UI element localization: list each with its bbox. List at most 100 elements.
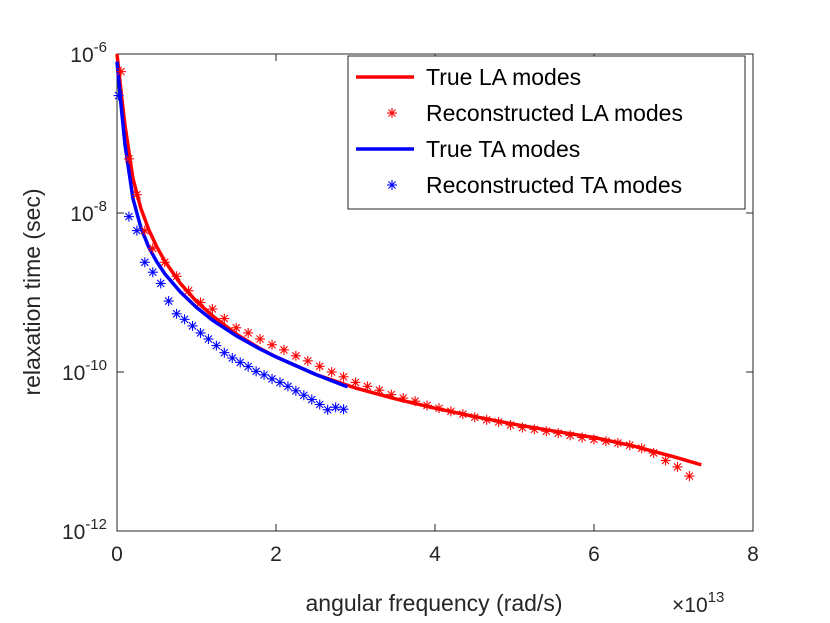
legend-label-reconstructed-la-modes: Reconstructed LA modes <box>426 100 683 126</box>
x-tick-label: 0 <box>111 543 123 566</box>
marker-reconstructed-la-modes <box>577 432 588 443</box>
marker-reconstructed-ta-modes <box>282 381 293 392</box>
y-tick-label: 10-10 <box>62 357 107 385</box>
x-tick-label: 2 <box>270 543 282 566</box>
marker-reconstructed-la-modes <box>115 66 126 77</box>
marker-reconstructed-la-modes <box>314 361 325 372</box>
marker-reconstructed-la-modes <box>553 428 564 439</box>
marker-reconstructed-la-modes <box>410 396 421 407</box>
marker-reconstructed-la-modes <box>267 339 278 350</box>
marker-reconstructed-la-modes <box>231 322 242 333</box>
series-line-true-ta-modes <box>115 61 349 389</box>
marker-reconstructed-la-modes <box>255 334 266 345</box>
marker-reconstructed-ta-modes <box>131 225 142 236</box>
y-tick-label: 10-6 <box>70 39 107 67</box>
axis-ticks <box>116 53 754 532</box>
marker-reconstructed-la-modes <box>672 461 683 472</box>
marker-reconstructed-la-modes <box>600 436 611 447</box>
marker-reconstructed-la-modes <box>243 327 254 338</box>
marker-reconstructed-la-modes <box>457 409 468 420</box>
x-axis-label: angular frequency (rad/s) <box>306 590 563 616</box>
marker-reconstructed-ta-modes <box>227 353 238 364</box>
marker-reconstructed-la-modes <box>624 440 635 451</box>
marker-reconstructed-la-modes <box>139 225 150 236</box>
marker-reconstructed-ta-modes <box>235 357 246 368</box>
marker-reconstructed-la-modes <box>469 412 480 423</box>
marker-reconstructed-la-modes <box>219 313 230 324</box>
marker-reconstructed-ta-modes <box>314 399 325 410</box>
marker-reconstructed-la-modes <box>350 377 361 388</box>
x-multiplier-base: ×10 <box>672 594 708 617</box>
marker-reconstructed-la-modes <box>517 422 528 433</box>
marker-reconstructed-la-modes <box>131 189 142 200</box>
marker-reconstructed-la-modes <box>207 304 218 315</box>
marker-reconstructed-ta-modes <box>322 404 333 415</box>
marker-reconstructed-ta-modes <box>219 347 230 358</box>
marker-reconstructed-la-modes <box>589 434 599 445</box>
marker-reconstructed-ta-modes <box>211 340 222 351</box>
marker-reconstructed-la-modes <box>481 414 492 425</box>
marker-reconstructed-la-modes <box>183 285 194 296</box>
marker-reconstructed-la-modes <box>195 297 206 308</box>
marker-reconstructed-la-modes <box>123 153 134 164</box>
marker-reconstructed-ta-modes <box>203 334 214 345</box>
y-tick-label: 10-8 <box>70 198 107 226</box>
marker-reconstructed-ta-modes <box>187 320 198 331</box>
axis-tick-labels: 0 2 4 6 8 10-12 10-10 10-8 10-6 <box>62 39 759 566</box>
legend: True LA modes Reconstructed LA modes True … <box>347 55 746 210</box>
marker-reconstructed-ta-modes <box>290 385 301 396</box>
marker-reconstructed-la-modes <box>362 381 373 392</box>
marker-reconstructed-ta-modes <box>171 308 182 319</box>
marker-reconstructed-la-modes <box>374 385 385 396</box>
marker-reconstructed-la-modes <box>529 424 540 435</box>
legend-label-reconstructed-ta-modes: Reconstructed TA modes <box>426 172 682 198</box>
marker-reconstructed-la-modes <box>422 400 433 411</box>
marker-reconstructed-ta-modes <box>139 257 150 268</box>
marker-reconstructed-la-modes <box>159 257 170 268</box>
marker-reconstructed-la-modes <box>684 471 695 482</box>
marker-reconstructed-la-modes <box>302 355 313 366</box>
marker-reconstructed-ta-modes <box>195 327 206 338</box>
marker-reconstructed-ta-modes <box>123 211 134 222</box>
marker-reconstructed-la-modes <box>505 420 516 431</box>
x-tick-label: 8 <box>747 543 759 566</box>
marker-reconstructed-la-modes <box>338 371 349 382</box>
legend-swatch-reconstructed-la-modes <box>387 108 397 118</box>
marker-reconstructed-la-modes <box>612 437 623 448</box>
marker-reconstructed-ta-modes <box>147 267 158 278</box>
legend-box <box>347 55 746 210</box>
marker-reconstructed-la-modes <box>493 417 504 428</box>
marker-reconstructed-la-modes <box>565 430 576 441</box>
marker-reconstructed-ta-modes <box>163 296 174 307</box>
marker-reconstructed-la-modes <box>386 389 397 400</box>
marker-reconstructed-la-modes <box>398 393 409 404</box>
marker-reconstructed-la-modes <box>445 406 456 417</box>
x-tick-label: 6 <box>588 543 600 566</box>
legend-label-true-ta-modes: True TA modes <box>426 136 580 162</box>
marker-reconstructed-la-modes <box>541 426 552 437</box>
legend-swatch-reconstructed-ta-modes <box>387 180 397 190</box>
marker-reconstructed-ta-modes <box>330 402 341 413</box>
x-multiplier: ×1013 <box>672 589 724 617</box>
marker-reconstructed-la-modes <box>290 350 301 361</box>
marker-reconstructed-la-modes <box>278 344 289 355</box>
marker-reconstructed-ta-modes <box>243 361 254 372</box>
marker-reconstructed-ta-modes <box>338 404 349 415</box>
marker-reconstructed-ta-modes <box>179 314 190 325</box>
marker-reconstructed-la-modes <box>147 243 158 254</box>
marker-reconstructed-la-modes <box>171 271 182 282</box>
marker-reconstructed-la-modes <box>636 443 647 454</box>
x-multiplier-exponent: 13 <box>708 589 725 606</box>
marker-reconstructed-ta-modes <box>155 278 166 289</box>
marker-reconstructed-la-modes <box>648 447 659 458</box>
marker-reconstructed-la-modes <box>660 455 671 466</box>
marker-reconstructed-ta-modes <box>298 390 309 401</box>
marker-reconstructed-ta-modes <box>267 373 278 384</box>
marker-reconstructed-ta-modes <box>113 90 124 101</box>
marker-reconstructed-ta-modes <box>306 394 317 405</box>
marker-reconstructed-la-modes <box>433 403 444 414</box>
marker-reconstructed-la-modes <box>326 367 337 377</box>
marker-reconstructed-ta-modes <box>274 377 285 388</box>
marker-reconstructed-ta-modes <box>259 369 270 380</box>
